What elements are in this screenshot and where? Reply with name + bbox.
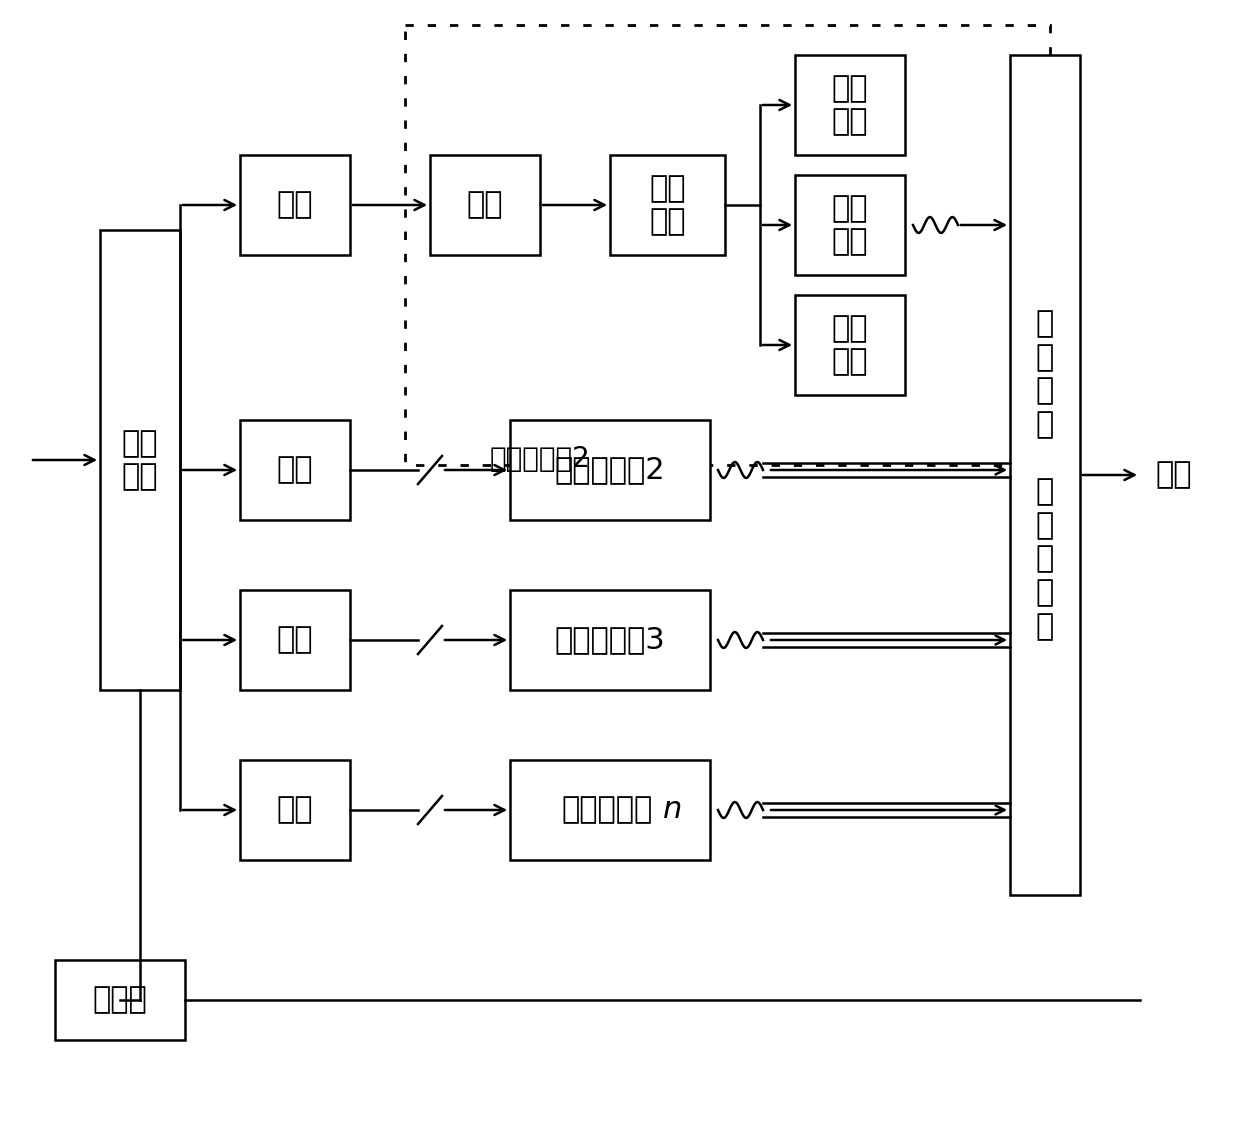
Bar — [510, 420, 711, 520]
Bar — [55, 960, 185, 1040]
Text: 基带处理器: 基带处理器 — [560, 796, 652, 824]
Text: n: n — [663, 796, 682, 824]
Text: 差
分
解
码

及
串
并
转
换: 差 分 解 码 及 串 并 转 换 — [1035, 309, 1054, 640]
Text: 缓冲: 缓冲 — [277, 455, 314, 484]
Text: 基带处理器2: 基带处理器2 — [490, 445, 590, 473]
Text: 控制器: 控制器 — [93, 986, 148, 1015]
Bar — [795, 295, 905, 395]
Bar — [405, 25, 1050, 465]
Bar — [241, 420, 350, 520]
Text: 缓冲: 缓冲 — [277, 796, 314, 824]
Bar — [241, 760, 350, 860]
Text: 时钟
同步: 时钟 同步 — [832, 73, 868, 137]
Text: 基带处理器2: 基带处理器2 — [554, 455, 666, 484]
Bar — [241, 155, 350, 255]
Bar — [510, 590, 711, 690]
Bar — [241, 590, 350, 690]
Text: 缓冲: 缓冲 — [277, 625, 314, 655]
Text: 采样
分配: 采样 分配 — [122, 429, 159, 491]
Bar — [795, 175, 905, 275]
Bar — [610, 155, 725, 255]
Bar — [510, 760, 711, 860]
Bar — [100, 230, 180, 690]
Text: 数据: 数据 — [1154, 461, 1192, 490]
Bar — [430, 155, 539, 255]
Text: 鉴相: 鉴相 — [466, 191, 503, 219]
Text: 匹配
滤波: 匹配 滤波 — [650, 174, 686, 236]
Bar — [795, 55, 905, 155]
Text: 数据
同步: 数据 同步 — [832, 194, 868, 256]
Bar — [1011, 55, 1080, 895]
Text: 缓冲: 缓冲 — [277, 191, 314, 219]
Text: 基带处理器3: 基带处理器3 — [554, 625, 666, 655]
Text: 相位
同步: 相位 同步 — [832, 314, 868, 376]
